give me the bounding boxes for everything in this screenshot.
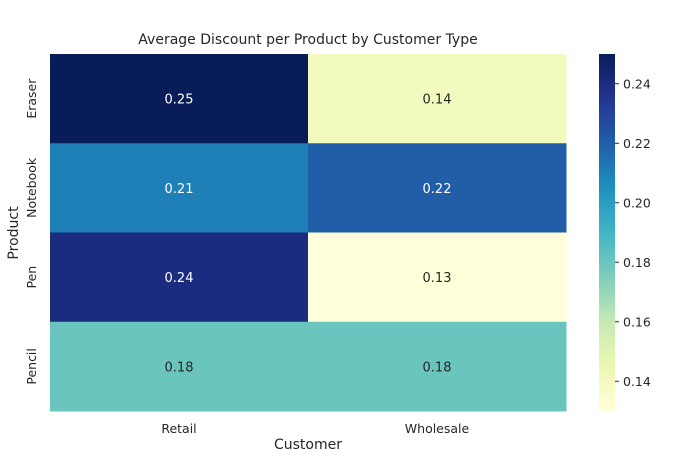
cell-value-label: 0.14 <box>423 93 452 108</box>
y-tick-label: Pencil <box>24 348 39 385</box>
y-tick-label: Notebook <box>24 157 39 218</box>
chart-title: Average Discount per Product by Customer… <box>138 32 478 48</box>
colorbar-tick-label: 0.24 <box>623 76 651 91</box>
x-tick-label: Retail <box>161 421 196 436</box>
heatmap-cell-notebook-retail <box>50 143 309 233</box>
heatmap-cell-notebook-wholesale <box>308 143 567 233</box>
y-tick-label: Pen <box>24 266 39 289</box>
colorbar-tick-label: 0.22 <box>623 136 651 151</box>
colorbar <box>599 54 615 411</box>
cell-value-label: 0.21 <box>165 182 194 197</box>
heatmap-cell-pen-wholesale <box>308 232 567 323</box>
x-tick-label: Wholesale <box>405 421 470 436</box>
cell-value-label: 0.24 <box>165 271 194 286</box>
cell-value-label: 0.13 <box>423 271 452 286</box>
colorbar-tick-label: 0.18 <box>623 255 651 270</box>
cell-value-label: 0.22 <box>423 182 452 197</box>
cell-value-label: 0.18 <box>165 360 194 375</box>
x-axis-label: Customer <box>273 437 342 453</box>
y-tick-label: Eraser <box>24 78 39 119</box>
cell-value-label: 0.25 <box>165 93 194 108</box>
heatmap-cell-pencil-retail <box>50 321 309 412</box>
cell-value-label: 0.18 <box>423 360 452 375</box>
heatmap-cell-pencil-wholesale <box>308 321 567 412</box>
colorbar-tick-label: 0.14 <box>623 374 651 389</box>
heatmap-cell-pen-retail <box>50 232 309 323</box>
colorbar-tick-label: 0.16 <box>623 314 651 329</box>
heatmap-cell-eraser-wholesale <box>308 54 567 144</box>
heatmap-cell-eraser-retail <box>50 54 309 144</box>
colorbar-tick-label: 0.20 <box>623 195 651 210</box>
